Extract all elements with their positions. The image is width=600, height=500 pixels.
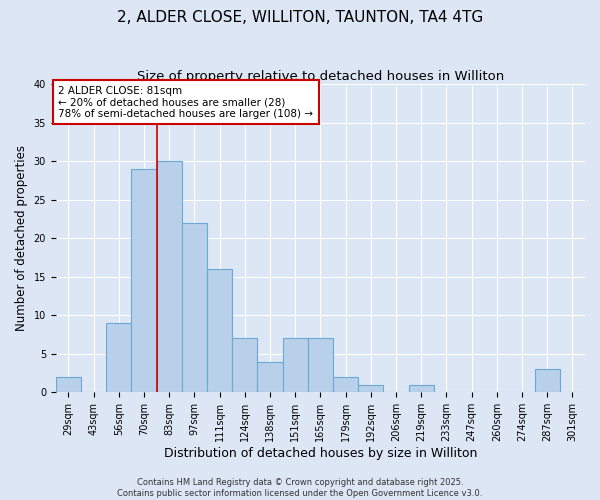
- Bar: [257, 362, 283, 392]
- Bar: [232, 338, 257, 392]
- Bar: [308, 338, 333, 392]
- Bar: [182, 223, 207, 392]
- Bar: [409, 384, 434, 392]
- X-axis label: Distribution of detached houses by size in Williton: Distribution of detached houses by size …: [164, 447, 477, 460]
- Bar: [56, 377, 81, 392]
- Title: Size of property relative to detached houses in Williton: Size of property relative to detached ho…: [137, 70, 504, 83]
- Bar: [157, 161, 182, 392]
- Bar: [131, 169, 157, 392]
- Text: 2, ALDER CLOSE, WILLITON, TAUNTON, TA4 4TG: 2, ALDER CLOSE, WILLITON, TAUNTON, TA4 4…: [117, 10, 483, 25]
- Y-axis label: Number of detached properties: Number of detached properties: [15, 146, 28, 332]
- Bar: [283, 338, 308, 392]
- Bar: [106, 323, 131, 392]
- Bar: [333, 377, 358, 392]
- Bar: [535, 369, 560, 392]
- Bar: [358, 384, 383, 392]
- Bar: [207, 269, 232, 392]
- Text: Contains HM Land Registry data © Crown copyright and database right 2025.
Contai: Contains HM Land Registry data © Crown c…: [118, 478, 482, 498]
- Text: 2 ALDER CLOSE: 81sqm
← 20% of detached houses are smaller (28)
78% of semi-detac: 2 ALDER CLOSE: 81sqm ← 20% of detached h…: [58, 86, 313, 119]
